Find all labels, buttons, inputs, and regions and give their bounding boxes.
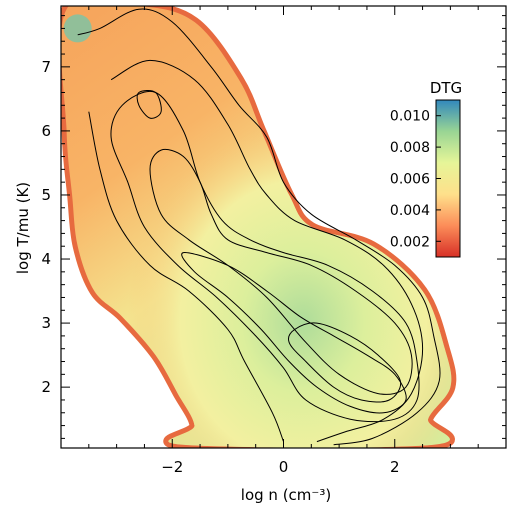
x-tick-label: −2: [161, 458, 183, 476]
colorbar-tick-label: 0.004: [390, 203, 430, 219]
contour-line-3: [88, 111, 284, 442]
x-tick-label: 2: [390, 458, 400, 476]
colorbar: DTG 0.002 0.004 0.006 0.008 0.010: [390, 79, 462, 258]
colorbar-tick-label: 0.006: [390, 172, 430, 188]
x-tick-label: 0: [279, 458, 289, 476]
y-tick-label: 4: [41, 250, 51, 268]
y-axis-label: log T/mu (K): [14, 182, 32, 274]
y-tick-label: 5: [41, 186, 51, 204]
y-tick-label: 2: [41, 378, 51, 396]
colorbar-tick-label: 0.010: [390, 109, 430, 125]
contour-line-7: [288, 322, 402, 403]
contour-line-4: [110, 91, 420, 423]
x-axis-label: log n (cm⁻³): [241, 486, 331, 504]
region-core: [61, 6, 452, 448]
y-tick-label: 3: [41, 314, 51, 332]
contour-lines: [77, 8, 441, 446]
plot-area: [61, 6, 457, 448]
contour-line-8: [136, 89, 162, 119]
colorbar-tick-label: 0.008: [390, 140, 430, 156]
contour-line-6: [181, 252, 407, 414]
y-tick-label: 6: [41, 122, 51, 140]
contour-line-2: [110, 59, 424, 443]
colorbar-tick-label: 0.002: [390, 234, 430, 250]
y-axis-ticks: 2 3 4 5 6 7: [41, 15, 506, 439]
colorbar-ticks: 0.002 0.004 0.006 0.008 0.010: [390, 109, 441, 250]
high-dtg-corner: [63, 14, 92, 43]
colorbar-title: DTG: [430, 79, 462, 97]
x-axis-ticks: −2 0 2: [60, 6, 507, 476]
contour-line-5: [149, 148, 413, 395]
y-tick-label: 7: [41, 58, 51, 76]
contour-line-1: [77, 8, 441, 446]
